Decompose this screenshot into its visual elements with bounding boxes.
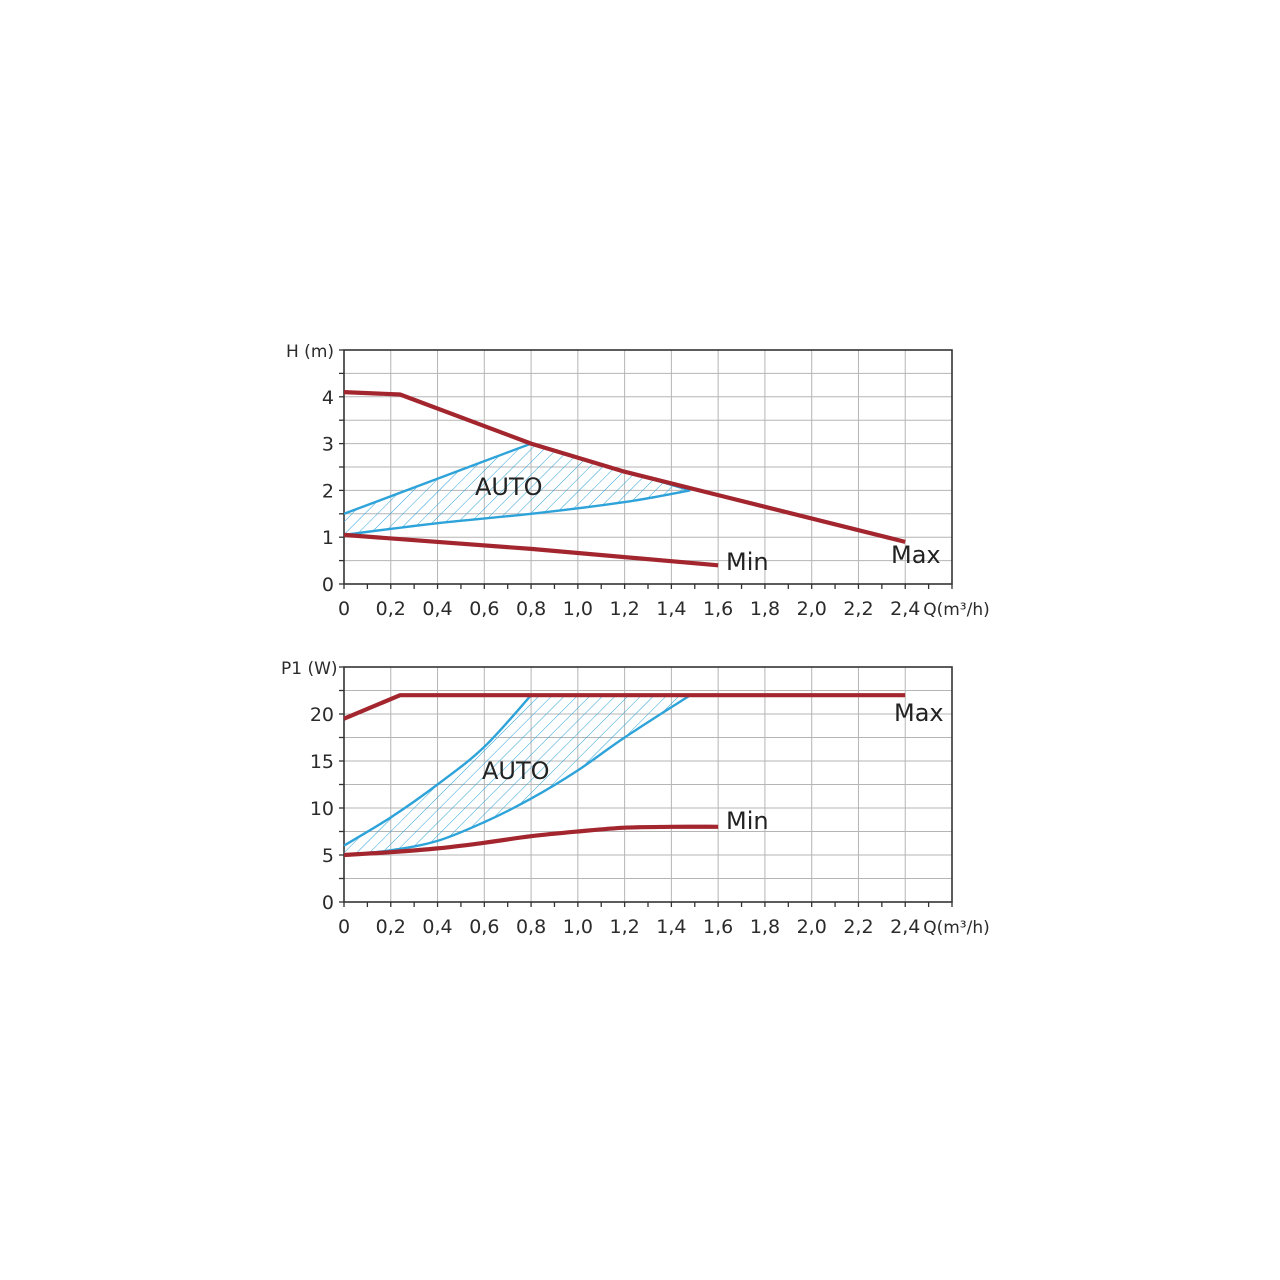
max-curve-label: Max [891, 541, 941, 569]
series-max-line [343, 693, 906, 721]
x-tick-label: 1,0 [563, 916, 593, 938]
auto-region-label: AUTO [482, 757, 550, 785]
min-curve-label: Min [726, 548, 769, 576]
x-tick-label: 2,0 [797, 916, 827, 938]
y-tick-label: 10 [310, 798, 334, 820]
series-max-line [343, 390, 906, 544]
x-tick-label: 2,0 [797, 598, 827, 620]
y-tick-label: 4 [322, 387, 334, 409]
y-tick-label: 5 [322, 845, 334, 867]
x-tick-label: 0,4 [422, 916, 452, 938]
y-tick-label: 3 [322, 434, 334, 456]
x-tick-label: 0,4 [422, 598, 452, 620]
x-tick-label: 1,2 [610, 916, 640, 938]
x-tick-label: 0,8 [516, 916, 546, 938]
x-tick-label: 1,6 [703, 598, 733, 620]
auto-upper-boundary [343, 694, 532, 847]
max-curve-label: Max [894, 699, 944, 727]
x-tick-label: 0,6 [469, 916, 499, 938]
x-tick-label: 1,0 [563, 598, 593, 620]
x-tick-label: 0,2 [376, 916, 406, 938]
x-axis-title: Q(m³/h) [923, 918, 990, 938]
auto-region-label: AUTO [475, 473, 543, 501]
x-tick-label: 0 [338, 598, 350, 620]
auto-lower-boundary [343, 489, 691, 537]
min-curve-label: Min [726, 807, 769, 835]
y-axis-title: P1 (W) [281, 659, 338, 679]
y-tick-label: 15 [310, 751, 334, 773]
y-tick-label: 1 [322, 527, 334, 549]
chart-1: 0 0,2 0,4 0,6 0,8 1,0 1,2 1,4 1,6 1,8 2,0 2,2 2,4 Q(m… [286, 342, 990, 620]
x-tick-label: 1,4 [656, 598, 686, 620]
y-tick-label: 0 [322, 574, 334, 596]
auto-lower-boundary [343, 694, 691, 857]
x-tick-label: 0,6 [469, 598, 499, 620]
x-axis-title: Q(m³/h) [923, 600, 990, 620]
x-tick-label: 2,2 [843, 598, 873, 620]
x-tick-label: 2,4 [890, 916, 920, 938]
y-axis-title: H (m) [286, 342, 334, 362]
x-tick-label: 1,6 [703, 916, 733, 938]
series-min-line [343, 532, 719, 568]
chart-2: 0 0,2 0,4 0,6 0,8 1,0 1,2 1,4 1,6 1,8 2,0 2,2 2,4 Q(m… [281, 659, 990, 938]
y-tick-label: 20 [310, 704, 334, 726]
x-tick-label: 1,2 [610, 598, 640, 620]
x-tick-label: 0,8 [516, 598, 546, 620]
y-tick-label: 0 [322, 892, 334, 914]
y-tick-label: 2 [322, 480, 334, 502]
x-tick-label: 2,4 [890, 598, 920, 620]
x-tick-label: 1,8 [750, 598, 780, 620]
grid [344, 350, 952, 584]
x-tick-label: 2,2 [843, 916, 873, 938]
x-tick-label: 0 [338, 916, 350, 938]
x-tick-label: 0,2 [376, 598, 406, 620]
series-min-line [343, 824, 719, 858]
x-tick-label: 1,8 [750, 916, 780, 938]
auto-region-hatch [344, 695, 691, 855]
x-tick-label: 1,4 [656, 916, 686, 938]
